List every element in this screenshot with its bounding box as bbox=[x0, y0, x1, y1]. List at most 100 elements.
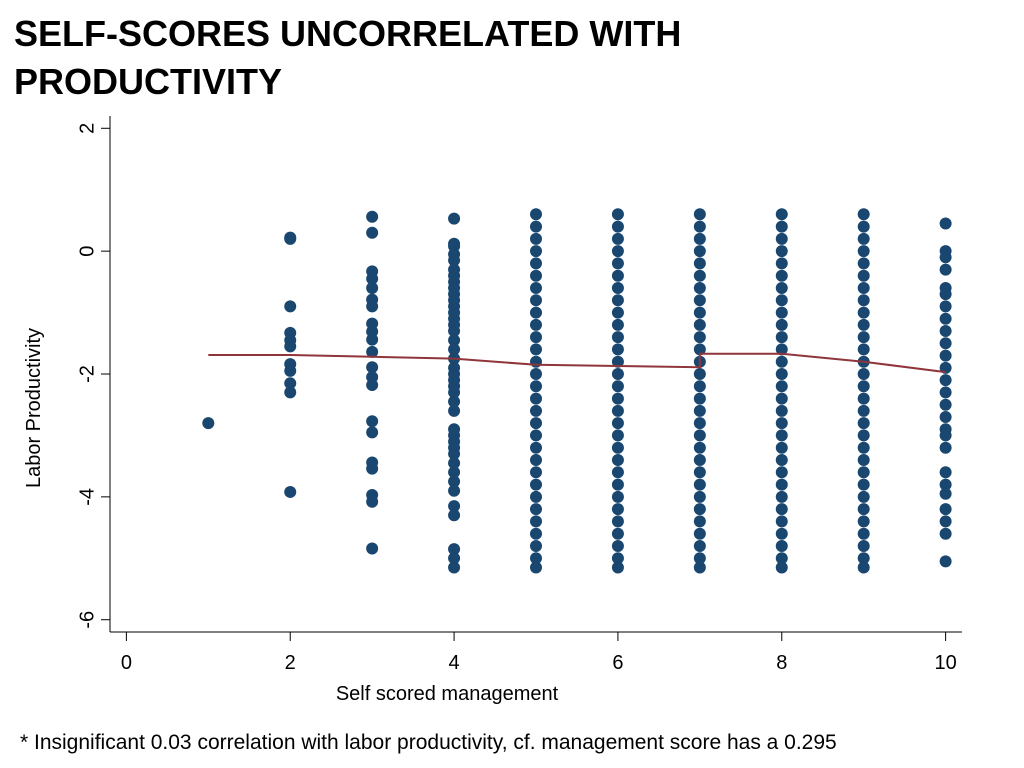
scatter-point bbox=[202, 417, 215, 430]
scatter-point bbox=[775, 380, 788, 393]
y-tick-label: -4 bbox=[76, 488, 98, 506]
scatter-point bbox=[939, 386, 952, 399]
scatter-point bbox=[611, 282, 624, 294]
scatter-point bbox=[693, 540, 706, 552]
scatter-point bbox=[857, 331, 870, 344]
scatter-point bbox=[611, 306, 624, 319]
scatter-point bbox=[775, 220, 788, 233]
scatter-point bbox=[611, 561, 624, 574]
footnote: * Insignificant 0.03 correlation with la… bbox=[20, 731, 837, 754]
scatter-point bbox=[857, 490, 870, 503]
scatter-point bbox=[857, 441, 870, 454]
scatter-point bbox=[530, 552, 542, 565]
chart-title: SELF-SCORES UNCORRELATED WITH PRODUCTIVI… bbox=[14, 13, 682, 102]
scatter-point bbox=[939, 312, 952, 325]
scatter-point bbox=[530, 380, 542, 393]
scatter-point bbox=[775, 540, 788, 552]
scatter-point bbox=[530, 318, 542, 331]
scatter-point bbox=[284, 386, 297, 399]
scatter-point bbox=[939, 349, 952, 362]
scatter-point bbox=[775, 269, 788, 282]
chart: 2 0 -2 -4 -6 0 2 4 6 8 10 Self scored management Lab… bbox=[23, 116, 962, 705]
scatter-point bbox=[775, 306, 788, 319]
scatter-point bbox=[857, 466, 870, 479]
scatter-point bbox=[448, 386, 461, 399]
scatter-point bbox=[448, 325, 461, 337]
scatter-point bbox=[939, 411, 952, 423]
scatter-point bbox=[857, 208, 870, 221]
scatter-point bbox=[530, 257, 542, 270]
scatter-point bbox=[939, 527, 952, 540]
scatter-point bbox=[857, 294, 870, 307]
scatter-point bbox=[284, 364, 297, 377]
scatter-point bbox=[857, 343, 870, 356]
scatter-point bbox=[693, 490, 706, 503]
scatter-point bbox=[530, 561, 542, 574]
scatter-point bbox=[775, 515, 788, 528]
y-tick-label: -6 bbox=[76, 611, 98, 629]
scatter-point bbox=[775, 355, 788, 368]
scatter-point bbox=[693, 331, 706, 344]
scatter-point bbox=[448, 509, 461, 522]
scatter-point bbox=[284, 232, 297, 245]
scatter-point bbox=[611, 478, 624, 491]
scatter-point bbox=[775, 527, 788, 540]
scatter-point bbox=[530, 503, 542, 516]
x-tick-label: 4 bbox=[449, 652, 460, 674]
scatter-point bbox=[530, 441, 542, 454]
scatter-point bbox=[693, 380, 706, 393]
scatter-point bbox=[693, 343, 706, 356]
scatter-point bbox=[530, 232, 542, 245]
scatter-point bbox=[693, 561, 706, 574]
scatter-point bbox=[939, 337, 952, 350]
scatter-point bbox=[530, 368, 542, 380]
scatter-point bbox=[530, 540, 542, 552]
scatter-point bbox=[939, 374, 952, 387]
scatter-point bbox=[530, 294, 542, 307]
scatter-point bbox=[775, 490, 788, 503]
scatter-point bbox=[857, 561, 870, 574]
scatter-point bbox=[857, 245, 870, 258]
scatter-point bbox=[857, 503, 870, 516]
scatter-point bbox=[939, 288, 952, 301]
x-tick-label: 10 bbox=[934, 652, 956, 674]
scatter-point bbox=[530, 245, 542, 258]
scatter-point bbox=[611, 454, 624, 466]
scatter-point bbox=[611, 503, 624, 516]
y-tick-label: 2 bbox=[76, 123, 98, 134]
scatter-point bbox=[939, 263, 952, 276]
scatter-point bbox=[857, 429, 870, 442]
scatter-point bbox=[693, 515, 706, 528]
scatter-point bbox=[939, 503, 952, 516]
x-tick-label: 2 bbox=[285, 652, 296, 674]
scatter-point bbox=[530, 515, 542, 528]
scatter-point bbox=[693, 552, 706, 565]
x-tick-label: 8 bbox=[776, 652, 787, 674]
scatter-point bbox=[693, 208, 706, 221]
scatter-point bbox=[693, 429, 706, 442]
scatter-point bbox=[693, 269, 706, 282]
scatter-point bbox=[366, 542, 379, 555]
scatter-point bbox=[775, 441, 788, 454]
scatter-point bbox=[611, 380, 624, 393]
scatter-point bbox=[284, 340, 297, 353]
scatter-point bbox=[775, 392, 788, 405]
scatter-point bbox=[530, 478, 542, 491]
scatter-point bbox=[693, 368, 706, 380]
scatter-point bbox=[939, 325, 952, 337]
scatter-point bbox=[939, 217, 952, 230]
scatter-point bbox=[775, 318, 788, 331]
scatter-point bbox=[448, 475, 461, 488]
scatter-point bbox=[939, 429, 952, 442]
scatter-point bbox=[611, 540, 624, 552]
scatter-point bbox=[939, 300, 952, 313]
scatter-point bbox=[448, 500, 461, 513]
scatter-point bbox=[611, 368, 624, 380]
scatter-point bbox=[448, 212, 461, 225]
scatter-point bbox=[857, 392, 870, 405]
scatter-point bbox=[693, 527, 706, 540]
scatter-point bbox=[366, 272, 379, 285]
scatter-point bbox=[448, 561, 461, 574]
scatter-point bbox=[775, 208, 788, 221]
